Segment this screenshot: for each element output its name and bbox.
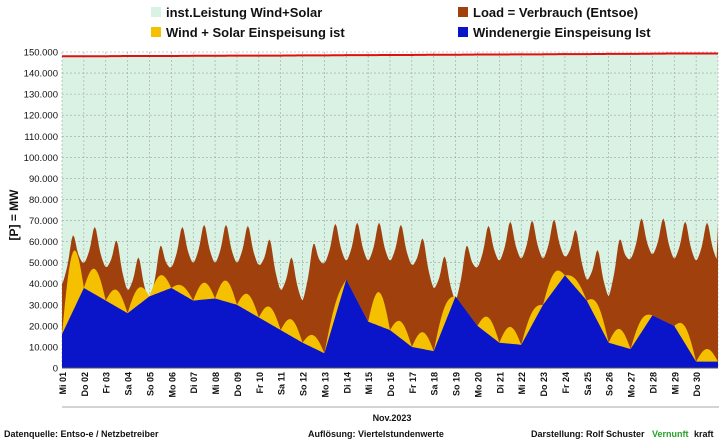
x-tick-label: Mi 29	[670, 372, 680, 395]
legend-label-installed: inst.Leistung Wind+Solar	[166, 5, 322, 20]
y-tick-label: 70.000	[29, 216, 58, 227]
x-axis-label: Nov.2023	[373, 413, 412, 423]
y-tick-label: 90.000	[29, 174, 58, 185]
x-tick-label: Di 14	[342, 372, 352, 394]
footer-brand-green: Vernunft	[652, 429, 689, 439]
x-tick-label: Mo 13	[320, 372, 330, 398]
x-tick-label: Do 09	[233, 372, 243, 397]
legend-swatch-installed	[151, 7, 161, 17]
y-tick-label: 0	[53, 364, 58, 375]
x-tick-label: Fr 17	[408, 372, 418, 394]
x-tick-label: Sa 04	[124, 372, 134, 396]
y-tick-label: 10.000	[29, 342, 58, 353]
y-tick-label: 80.000	[29, 195, 58, 206]
x-tick-label: Mi 15	[364, 372, 374, 395]
x-tick-label: Sa 18	[430, 372, 440, 396]
x-tick-label: Mo 27	[627, 372, 637, 398]
y-tick-label: 140.000	[24, 69, 58, 80]
y-tick-label: 110.000	[24, 132, 58, 143]
x-tick-label: So 12	[299, 372, 309, 396]
y-tick-label: 50.000	[29, 258, 58, 269]
y-tick-label: 120.000	[24, 111, 58, 122]
footer-author: Darstellung: Rolf Schuster	[531, 429, 645, 439]
y-axis-label: [P] = MW	[7, 189, 21, 241]
y-tick-label: 100.000	[24, 153, 58, 164]
x-tick-label: Fr 03	[102, 372, 112, 394]
x-tick-label: Mi 01	[58, 372, 68, 395]
legend-swatch-wind	[458, 27, 468, 37]
y-tick-label: 130.000	[24, 90, 58, 101]
legend: inst.Leistung Wind+Solar Load = Verbrauc…	[151, 5, 651, 40]
plot-area: 0 10.000 20.000 30.000 40.000 50.000 60.000 70.…	[24, 48, 719, 398]
legend-label-load: Load = Verbrauch (Entsoe)	[473, 5, 638, 20]
y-axis-ticks: 0 10.000 20.000 30.000 40.000 50.000 60.000 70.…	[24, 48, 58, 375]
x-tick-label: Di 21	[495, 372, 505, 394]
x-tick-label: Mi 22	[517, 372, 527, 395]
x-tick-label: Sa 11	[277, 372, 287, 395]
x-tick-label: So 26	[605, 372, 615, 396]
x-tick-label: Sa 25	[583, 372, 593, 396]
line-installed-capacity	[62, 52, 718, 58]
x-axis-ticks: Mi 01 Do 02 Fr 03 Sa 04 So 05 Mo 06 Di 07 Mi 08…	[58, 372, 702, 398]
legend-label-wind: Windenergie Einspeisung Ist	[473, 25, 651, 40]
x-tick-label: Mi 08	[211, 372, 221, 395]
footer-resolution: Auflösung: Viertelstundenwerte	[308, 429, 444, 439]
footer-source: Datenquelle: Entso-e / Netzbetreiber	[4, 429, 159, 439]
y-tick-label: 60.000	[29, 237, 58, 248]
footer-brand-black: kraft	[694, 429, 714, 439]
x-tick-label: Mo 06	[167, 372, 177, 398]
x-tick-label: Fr 24	[561, 372, 571, 394]
legend-label-wind-solar: Wind + Solar Einspeisung ist	[166, 25, 345, 40]
y-tick-label: 30.000	[29, 300, 58, 311]
x-tick-label: Di 07	[189, 372, 199, 394]
x-tick-label: Mo 20	[473, 372, 483, 398]
y-tick-label: 40.000	[29, 279, 58, 290]
area-wind	[62, 275, 718, 368]
x-tick-label: Do 30	[692, 372, 702, 397]
x-tick-label: Do 16	[386, 372, 396, 397]
x-tick-label: Fr 10	[255, 372, 265, 394]
legend-swatch-load	[458, 7, 468, 17]
x-tick-label: Do 02	[80, 372, 90, 397]
x-tick-label: Di 28	[648, 372, 658, 394]
x-tick-label: So 19	[452, 372, 462, 396]
y-tick-label: 20.000	[29, 321, 58, 332]
x-tick-label: Do 23	[539, 372, 549, 397]
y-tick-label: 150.000	[24, 48, 58, 59]
legend-swatch-wind-solar	[151, 27, 161, 37]
x-tick-label: So 05	[145, 372, 155, 396]
